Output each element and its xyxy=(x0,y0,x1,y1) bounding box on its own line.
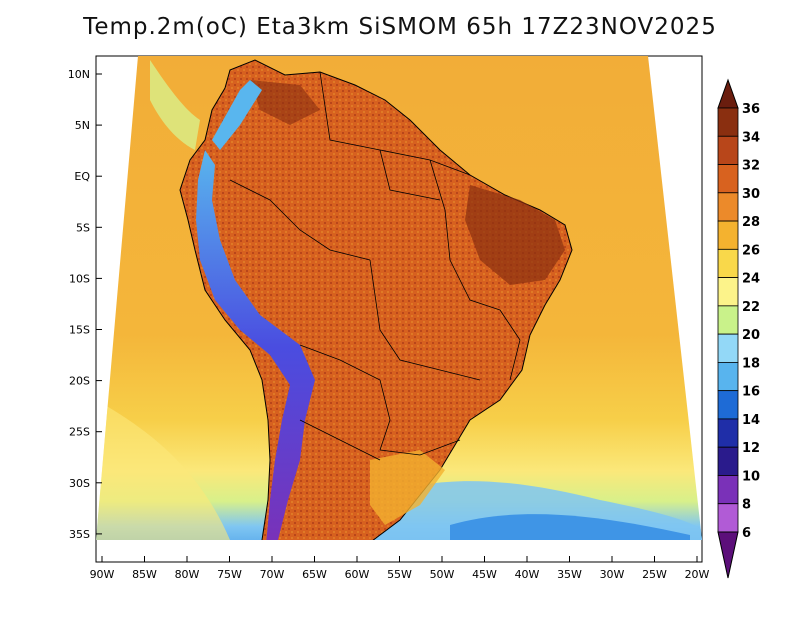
colorbar-label: 6 xyxy=(742,526,751,541)
colorbar-swatch xyxy=(717,192,739,222)
colorbar-swatch xyxy=(717,475,739,505)
lon-tick-label: 90W xyxy=(90,568,115,581)
pacific-south-patch xyxy=(96,400,230,540)
colorbar-swatch xyxy=(717,361,739,392)
lon-tick-label: 65W xyxy=(302,568,327,581)
colorbar-label: 24 xyxy=(742,272,760,287)
lat-tick-label: 35S xyxy=(69,528,90,541)
lat-tick-label: 10N xyxy=(68,68,90,81)
northeast-hot-zone xyxy=(465,185,565,285)
lat-tick-label: 30S xyxy=(69,477,90,490)
lon-tick-label: 35W xyxy=(557,568,582,581)
colorbar-swatch xyxy=(717,248,739,278)
south-brazil-zone xyxy=(370,450,445,525)
colorbar-label: 8 xyxy=(742,498,751,513)
colorbar-swatch xyxy=(717,107,739,137)
colorbar-label: 18 xyxy=(742,356,760,371)
colorbar-label: 12 xyxy=(742,441,760,456)
colorbar-swatch xyxy=(717,390,739,420)
colorbar-label: 36 xyxy=(742,102,760,117)
lon-tick-label: 50W xyxy=(430,568,455,581)
country-borders xyxy=(229,71,521,461)
andes-cold-band xyxy=(196,150,315,540)
lat-tick-label: 25S xyxy=(69,426,90,439)
field-layer xyxy=(96,56,702,540)
colorbar-swatch xyxy=(717,418,739,448)
colorbar-label: 28 xyxy=(742,215,760,230)
latitude-axis: 10N 5N EQ 5S 10S 15S 20S 25S 30S 35S xyxy=(68,68,102,541)
colorbar-label: 20 xyxy=(742,328,760,343)
map-title: Temp.2m(oC) Eta3km SiSMOM 65h 17Z23NOV20… xyxy=(83,14,717,40)
colorbar-label: 16 xyxy=(742,385,760,400)
colorbar-swatch xyxy=(717,503,739,533)
colorbar-label: 10 xyxy=(742,469,760,484)
colorbar-swatch xyxy=(717,277,739,307)
colorbar-swatch xyxy=(717,446,739,476)
lon-tick-label: 85W xyxy=(132,568,157,581)
longitude-axis: 90W 85W 80W 75W 70W 65W 60W 55W 50W 45W 40W 35W 30W 2… xyxy=(90,556,710,581)
north-andes-band xyxy=(212,80,262,150)
south-atlantic-colder xyxy=(450,514,690,540)
lon-tick-label: 55W xyxy=(387,568,412,581)
colorbar-label: 14 xyxy=(742,413,760,428)
lon-tick-label: 45W xyxy=(472,568,497,581)
colorbar-label: 30 xyxy=(742,187,760,202)
lon-tick-label: 20W xyxy=(685,568,710,581)
pacific-cool-patch xyxy=(150,60,200,150)
colorbar-top-arrow xyxy=(717,78,739,109)
lat-tick-label: 5S xyxy=(76,221,90,234)
lat-tick-label: 20S xyxy=(69,375,90,388)
colorbar-bottom-arrow xyxy=(717,531,739,579)
lon-tick-label: 30W xyxy=(600,568,625,581)
colorbar-swatch xyxy=(717,305,739,335)
lon-tick-label: 40W xyxy=(515,568,540,581)
lat-tick-label: 15S xyxy=(69,324,90,337)
lon-tick-label: 25W xyxy=(642,568,667,581)
colorbar-swatch xyxy=(717,135,739,165)
colorbar: 36 34 32 30 28 26 24 22 20 18 16 14 12 10 8 6 xyxy=(717,78,760,579)
lon-tick-label: 60W xyxy=(345,568,370,581)
colorbar-label: 22 xyxy=(742,300,760,315)
colorbar-label: 34 xyxy=(742,130,760,145)
lon-tick-label: 80W xyxy=(175,568,200,581)
lat-tick-label: 10S xyxy=(69,272,90,285)
lon-tick-label: 75W xyxy=(217,568,242,581)
colorbar-swatch xyxy=(717,220,739,250)
lon-tick-label: 70W xyxy=(260,568,285,581)
colorbar-swatch xyxy=(717,164,739,194)
venezuela-hot-zone xyxy=(250,80,320,125)
lat-tick-label: EQ xyxy=(74,170,90,183)
lat-tick-label: 5N xyxy=(75,119,90,132)
colorbar-swatch xyxy=(717,333,739,363)
colorbar-label: 32 xyxy=(742,159,760,174)
colorbar-label: 26 xyxy=(742,243,760,258)
